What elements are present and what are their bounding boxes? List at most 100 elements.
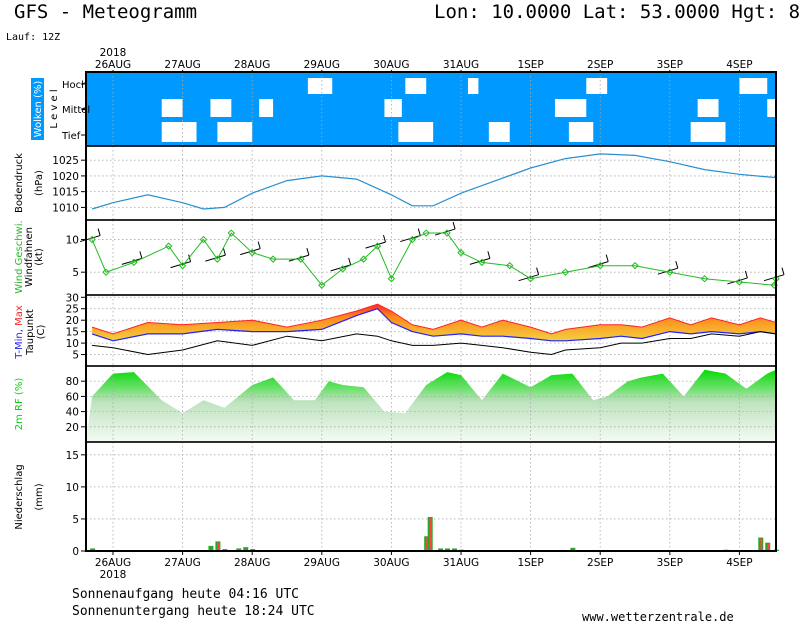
plot-border [85, 71, 777, 552]
cloud-gap-core [408, 80, 424, 92]
pressure-tick-label: 1015 [52, 187, 79, 199]
precipitation-bar [208, 545, 214, 551]
date-label-bottom: 28AUG [234, 557, 270, 569]
date-label-top: 29AUG [304, 59, 340, 71]
cloud-gap-core [742, 80, 765, 92]
wind-point [443, 229, 451, 237]
temperature-tick-label: 15 [66, 327, 79, 339]
date-label-bottom: 30AUG [373, 557, 409, 569]
pressure-line [91, 153, 776, 210]
wind-barb-feather [97, 228, 101, 236]
cloud-gap-core [164, 124, 194, 140]
temperature-unit: (C) [36, 325, 47, 340]
precipitation-bar [236, 548, 242, 551]
location-info: Lon: 10.0000 Lat: 53.0000 Hgt: 8 [434, 1, 800, 23]
precipitation-convective [217, 542, 220, 551]
cloud-gap-core [571, 124, 591, 140]
dewpoint-line [92, 331, 776, 356]
pressure-unit: (hPa) [34, 170, 45, 196]
wind-point [457, 248, 465, 257]
date-label-top: 1SEP [517, 59, 543, 71]
wind-point [130, 258, 138, 267]
wind-barb-feather [306, 247, 310, 256]
wind-barb-feather [188, 254, 192, 262]
pressure-tick-label: 1010 [52, 202, 79, 214]
tmax-line [91, 303, 776, 335]
cloud-gap-core [310, 80, 330, 92]
wind-barb-feather [781, 267, 785, 275]
date-label-bottom: 27AUG [164, 557, 200, 569]
precipitation-bar [445, 548, 451, 551]
wind-speed-line [91, 232, 776, 286]
tmin-line [91, 308, 776, 342]
wind-barb-feather [382, 234, 386, 243]
wind-barb-feather [417, 228, 421, 236]
clouds-ylabel: Wolken (%) [33, 81, 44, 138]
wind-point [596, 261, 604, 270]
wind-barb-feather [675, 261, 679, 269]
cloud-level-tief: Tief [61, 131, 81, 142]
precipitation-convective [429, 518, 432, 551]
wind-barb-feather [257, 241, 261, 249]
cloud-gap-core [589, 80, 605, 92]
cloud-label-badge [31, 78, 44, 140]
wind-barb-feather [139, 251, 143, 259]
humidity-tick-label: 80 [66, 376, 79, 388]
wind-point [199, 235, 208, 244]
temperature-tick-label: 5 [72, 350, 79, 362]
precipitation-tick-label: 15 [66, 450, 79, 462]
precipitation-tick-label: 10 [66, 482, 79, 494]
wind-point [526, 274, 535, 283]
date-label-top: 2SEP [587, 59, 613, 71]
year-label-bottom: 2018 [100, 569, 127, 581]
precipitation-tick-label: 0 [72, 546, 79, 558]
cloud-gap-core [401, 124, 431, 140]
precipitation-bar [438, 548, 444, 551]
cloud-gap-core [700, 101, 716, 115]
dewpoint-ylabel: Taupunkt [25, 309, 36, 356]
temperature-tick-label: 20 [66, 315, 79, 327]
wind-barb-feather [605, 254, 609, 262]
pressure-frame [85, 145, 777, 221]
pressure-tick-label: 1020 [52, 171, 79, 183]
precipitation-tick-label: 5 [72, 514, 79, 526]
temperature-tick-label: 30 [66, 292, 79, 304]
wind-barb-feather [452, 221, 456, 230]
sunrise-text: Sonnenaufgang heute 04:16 UTC [72, 587, 299, 602]
wind-point [318, 281, 326, 289]
precipitation-unit: (mm) [34, 483, 45, 510]
wind-point [164, 242, 173, 250]
wind-point [561, 268, 570, 276]
wind-point [506, 261, 514, 270]
humidity-tick-label: 40 [66, 407, 79, 419]
precipitation-ylabel: Niederschlag [14, 464, 25, 529]
date-label-top: 3SEP [657, 59, 683, 71]
website-link[interactable]: www.wetterzentrale.de [582, 610, 734, 624]
wind-point [359, 255, 368, 263]
wind-point [373, 242, 382, 250]
temperature-tick-label: 10 [66, 338, 79, 350]
chart-title: GFS - Meteogramm [14, 1, 198, 23]
humidity-ylabel: 2m RF (%) [14, 378, 25, 431]
pressure-tick-label: 1025 [52, 155, 79, 167]
wind-point [631, 261, 639, 270]
wind-point [735, 278, 744, 286]
precipitation-bar [90, 548, 96, 551]
wind-barb-feather [744, 270, 748, 279]
year-label-top: 2018 [100, 47, 127, 59]
wind-point [666, 268, 674, 276]
temperature-tick-label: 25 [66, 304, 79, 316]
wind-point [422, 229, 430, 237]
wind-point [297, 255, 305, 263]
wind-point [102, 268, 110, 276]
wind-point [88, 235, 96, 244]
date-label-bottom: 29AUG [304, 557, 340, 569]
cloud-gap-core [693, 124, 723, 140]
temperature-ylabel: T-Min, Max [14, 305, 25, 360]
precipitation-bar [570, 547, 576, 551]
humidity-tick-label: 20 [66, 422, 79, 434]
wind-barb-feather [222, 247, 226, 256]
precipitation-convective [767, 543, 770, 551]
wind-point [700, 274, 709, 283]
